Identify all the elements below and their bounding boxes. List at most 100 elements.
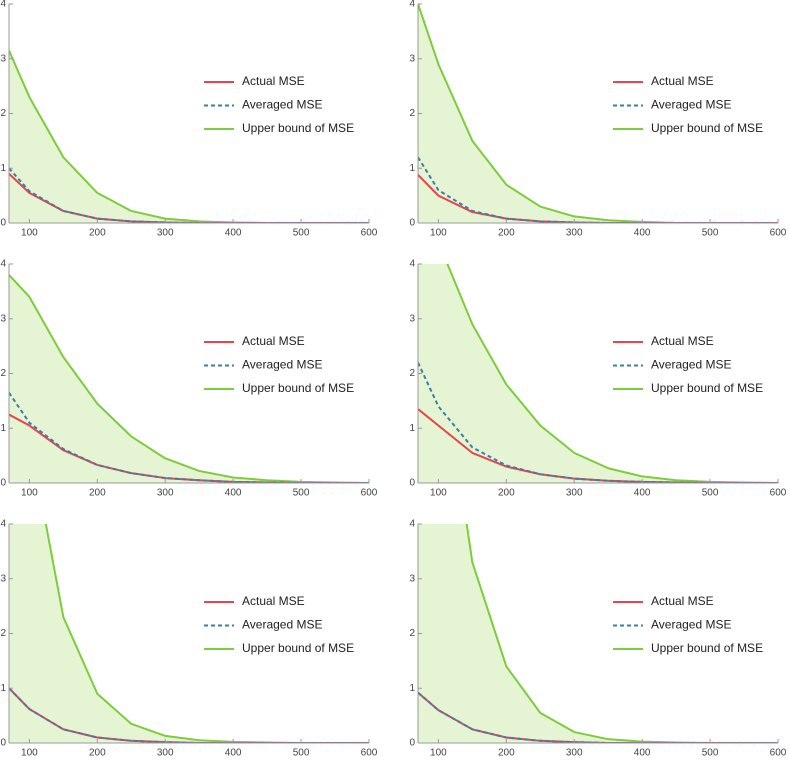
plot-area bbox=[9, 524, 369, 743]
y-tick-label: 0 bbox=[0, 218, 6, 229]
x-tick-label: 300 bbox=[566, 748, 583, 757]
legend-label: Averaged MSE bbox=[651, 618, 732, 632]
x-tick-label: 300 bbox=[566, 488, 583, 499]
y-tick-label: 4 bbox=[409, 0, 415, 10]
legend-label: Upper bound of MSE bbox=[651, 381, 763, 395]
x-tick-label: 600 bbox=[770, 748, 787, 757]
y-tick-label: 4 bbox=[0, 0, 6, 10]
series-line bbox=[418, 362, 778, 483]
y-tick-label: 1 bbox=[409, 163, 415, 174]
series-line bbox=[446, 264, 779, 483]
y-tick-label: 0 bbox=[0, 738, 6, 749]
x-tick-label: 300 bbox=[157, 488, 174, 499]
x-tick-label: 400 bbox=[634, 228, 651, 239]
x-tick-label: 100 bbox=[430, 488, 447, 499]
y-tick-label: 3 bbox=[409, 53, 415, 64]
y-tick-label: 1 bbox=[409, 683, 415, 694]
x-tick-label: 200 bbox=[498, 748, 515, 757]
legend-label: Actual MSE bbox=[242, 594, 305, 608]
legend-label: Actual MSE bbox=[651, 334, 714, 348]
x-tick-label: 300 bbox=[157, 228, 174, 239]
x-tick-label: 200 bbox=[89, 488, 106, 499]
panel: 0 1 2 3 4 100 200 300 400 500 600 Actual MSE Average… bbox=[0, 259, 377, 499]
panel: 0 1 2 3 4 100 200 300 400 500 600 Actual MSE Average… bbox=[409, 519, 787, 759]
legend-label: Upper bound of MSE bbox=[651, 121, 763, 135]
legend-label: Averaged MSE bbox=[651, 358, 732, 372]
area-fill bbox=[9, 274, 369, 483]
y-tick-label: 2 bbox=[0, 368, 6, 379]
x-tick-label: 600 bbox=[770, 228, 787, 239]
legend-label: Averaged MSE bbox=[242, 98, 323, 112]
x-tick-label: 100 bbox=[21, 228, 38, 239]
x-tick-label: 500 bbox=[702, 748, 719, 757]
y-tick-label: 3 bbox=[0, 53, 6, 64]
legend-label: Actual MSE bbox=[651, 74, 714, 88]
legend-label: Upper bound of MSE bbox=[651, 641, 763, 655]
x-tick-label: 200 bbox=[498, 488, 515, 499]
legend-label: Upper bound of MSE bbox=[242, 641, 354, 655]
x-tick-label: 100 bbox=[21, 748, 38, 757]
x-tick-label: 400 bbox=[225, 488, 242, 499]
series-line bbox=[9, 50, 369, 223]
y-tick-label: 1 bbox=[0, 423, 6, 434]
area-fill bbox=[418, 4, 778, 223]
legend-label: Averaged MSE bbox=[242, 358, 323, 372]
y-tick-label: 0 bbox=[409, 218, 415, 229]
legend-label: Upper bound of MSE bbox=[242, 121, 354, 135]
plot-area bbox=[9, 50, 369, 223]
x-tick-label: 100 bbox=[430, 228, 447, 239]
x-tick-label: 400 bbox=[634, 488, 651, 499]
x-tick-label: 500 bbox=[702, 488, 719, 499]
series-line bbox=[418, 4, 778, 223]
x-tick-label: 500 bbox=[702, 228, 719, 239]
plot-area bbox=[418, 4, 778, 223]
y-tick-label: 2 bbox=[409, 628, 415, 639]
x-tick-label: 600 bbox=[361, 228, 378, 239]
series-line bbox=[465, 524, 778, 743]
y-tick-label: 1 bbox=[409, 423, 415, 434]
x-tick-label: 500 bbox=[293, 748, 310, 757]
x-tick-label: 200 bbox=[498, 228, 515, 239]
y-tick-label: 4 bbox=[0, 519, 6, 530]
legend-label: Actual MSE bbox=[651, 594, 714, 608]
x-tick-label: 400 bbox=[225, 228, 242, 239]
area-fill bbox=[9, 50, 369, 223]
panel: 0 1 2 3 4 100 200 300 400 500 600 Actual MSE Average… bbox=[0, 0, 377, 239]
y-tick-label: 0 bbox=[409, 738, 415, 749]
plot-area bbox=[418, 264, 779, 483]
y-tick-label: 3 bbox=[409, 573, 415, 584]
series-line bbox=[9, 274, 370, 483]
panel: 0 1 2 3 4 100 200 300 400 500 600 Actual MSE Average… bbox=[409, 259, 787, 499]
y-tick-label: 0 bbox=[0, 478, 6, 489]
x-tick-label: 400 bbox=[225, 748, 242, 757]
x-tick-label: 300 bbox=[566, 228, 583, 239]
y-tick-label: 2 bbox=[0, 628, 6, 639]
x-tick-label: 100 bbox=[21, 488, 38, 499]
panel: 0 1 2 3 4 100 200 300 400 500 600 Actual MSE Average… bbox=[409, 0, 786, 239]
plot-area bbox=[9, 274, 370, 483]
legend-label: Averaged MSE bbox=[651, 98, 732, 112]
area-fill bbox=[418, 524, 778, 743]
y-tick-label: 2 bbox=[409, 108, 415, 119]
x-tick-label: 600 bbox=[770, 488, 787, 499]
x-tick-label: 200 bbox=[89, 228, 106, 239]
y-tick-label: 3 bbox=[0, 573, 6, 584]
panel: 0 1 2 3 4 100 200 300 400 500 600 Actual MSE Average… bbox=[0, 519, 377, 759]
y-tick-label: 3 bbox=[0, 313, 6, 324]
x-tick-label: 500 bbox=[293, 488, 310, 499]
y-tick-label: 4 bbox=[409, 519, 415, 530]
series-line bbox=[44, 524, 369, 743]
legend-label: Actual MSE bbox=[242, 334, 305, 348]
series-line bbox=[9, 392, 369, 483]
x-tick-label: 400 bbox=[634, 748, 651, 757]
area-fill bbox=[418, 264, 778, 483]
legend-label: Upper bound of MSE bbox=[242, 381, 354, 395]
y-tick-label: 0 bbox=[409, 478, 415, 489]
y-tick-label: 2 bbox=[0, 108, 6, 119]
y-tick-label: 3 bbox=[409, 313, 415, 324]
area-fill bbox=[9, 524, 369, 743]
x-tick-label: 500 bbox=[293, 228, 310, 239]
y-tick-label: 2 bbox=[409, 368, 415, 379]
